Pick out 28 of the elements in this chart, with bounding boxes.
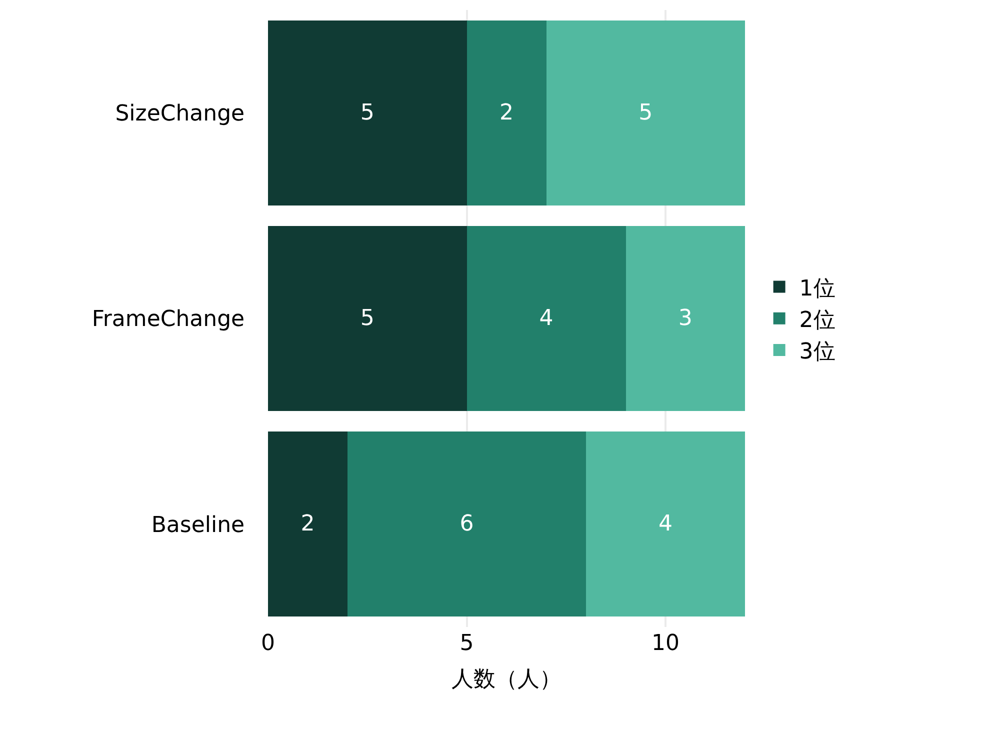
data-label: 6 xyxy=(460,512,474,537)
x-tick-label: 0 xyxy=(261,631,275,656)
data-label: 5 xyxy=(638,100,653,126)
bar xyxy=(348,432,586,617)
bar xyxy=(626,226,745,412)
bar xyxy=(466,20,546,206)
bar xyxy=(586,432,745,617)
y-tick-label: Baseline xyxy=(151,512,245,538)
data-label: 3 xyxy=(678,306,692,331)
data-label: 4 xyxy=(539,306,554,331)
y-tick-label: FrameChange xyxy=(92,307,245,332)
data-label: 5 xyxy=(360,306,374,331)
data-label: 4 xyxy=(658,512,672,537)
x-axis-title: 人数（人） xyxy=(452,666,562,692)
legend-label: 1位 xyxy=(799,276,836,302)
bar xyxy=(268,20,467,206)
data-label: 5 xyxy=(360,100,374,126)
legend-label: 2位 xyxy=(799,308,836,333)
bar xyxy=(268,432,348,617)
bar xyxy=(546,20,745,206)
data-label: 2 xyxy=(300,512,315,537)
y-tick-label: SizeChange xyxy=(115,102,245,127)
bar xyxy=(466,226,626,412)
legend-label: 3位 xyxy=(799,340,836,365)
x-tick-label: 5 xyxy=(460,631,474,656)
bar xyxy=(268,226,467,412)
x-tick-label: 10 xyxy=(652,631,680,656)
data-label: 2 xyxy=(500,100,514,126)
